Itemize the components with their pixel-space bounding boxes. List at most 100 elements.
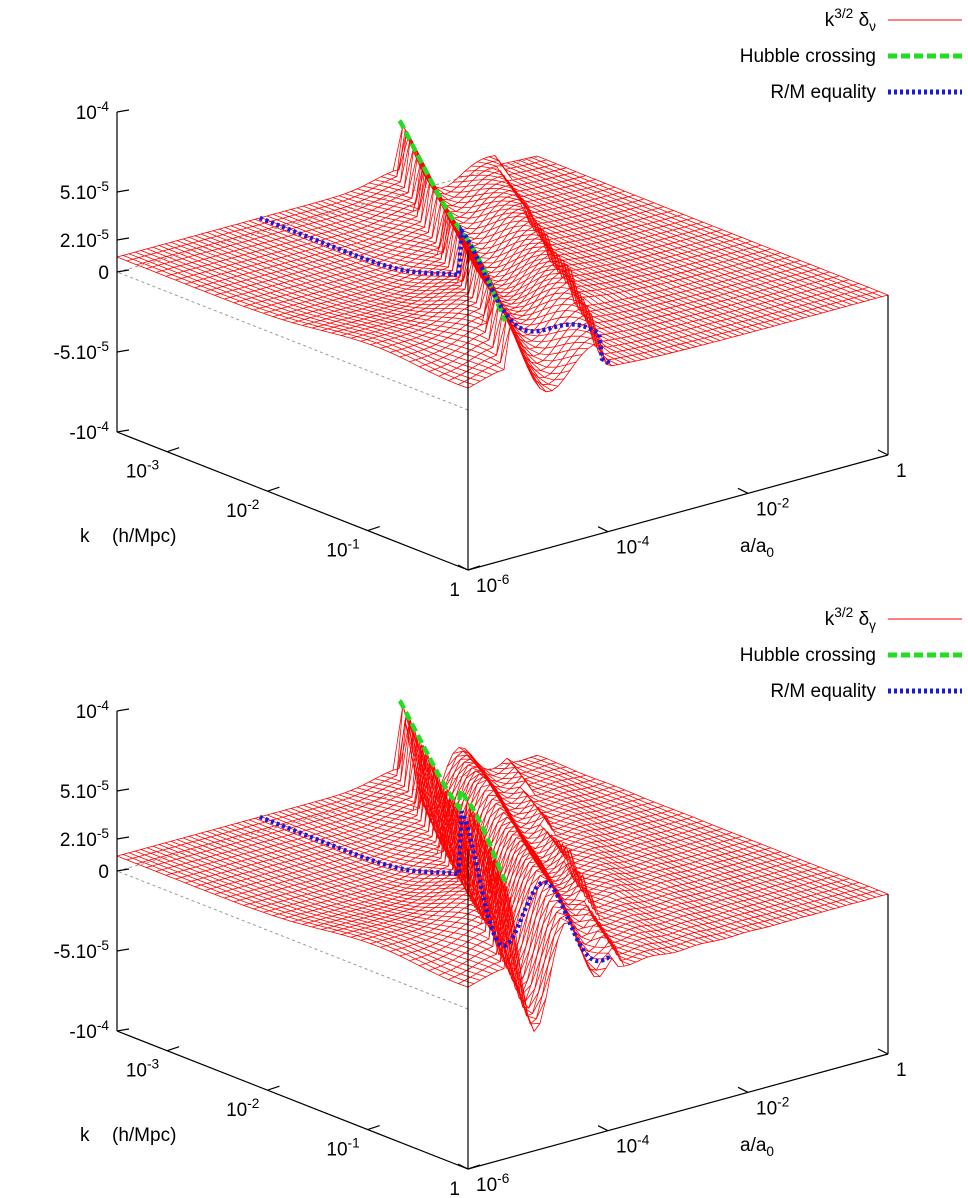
mesh-line-a	[518, 159, 871, 301]
mesh-line-k	[458, 886, 879, 1025]
mesh-line-a	[164, 243, 517, 356]
mesh-line-k	[116, 720, 538, 857]
z-tick	[116, 109, 130, 113]
mesh-line-a	[290, 208, 643, 361]
legend-label: R/M equality	[770, 681, 876, 702]
mesh-line-a	[152, 246, 505, 371]
mesh-line-a	[452, 750, 805, 918]
k-axis-line	[116, 1030, 469, 1170]
mesh-line-a	[236, 805, 589, 976]
mesh-line-a	[170, 840, 523, 982]
mesh-line-a	[320, 190, 673, 354]
a-axis-label: a/a0	[740, 1135, 774, 1159]
mesh-line-a	[158, 844, 511, 963]
k-tick	[367, 1125, 380, 1131]
mesh-line-a	[176, 839, 529, 1017]
axes-front	[116, 112, 889, 571]
mesh-line-a	[416, 159, 769, 329]
mesh-line-a	[518, 760, 871, 900]
mesh-line-a	[506, 758, 859, 903]
mesh-line-k	[448, 286, 869, 381]
z-tick	[116, 788, 130, 792]
mesh-line-a	[476, 161, 829, 312]
k-tick-label: 10-3	[126, 458, 159, 483]
mesh-line-a	[116, 855, 469, 988]
mesh-line-a	[482, 767, 835, 910]
k-unit-label: (h/Mpc)	[112, 526, 176, 547]
mesh-line-k	[155, 727, 577, 872]
mesh-line-a	[176, 240, 529, 369]
k-axis-label: k	[80, 526, 90, 547]
mesh-line-a	[386, 712, 739, 935]
a-tick	[597, 1125, 609, 1132]
k-axis-line	[116, 431, 469, 571]
k-tick	[267, 486, 280, 492]
mesh-line-a	[332, 758, 685, 950]
a-tick-label: 1	[896, 1060, 907, 1081]
k-tick-label: 1	[449, 580, 460, 601]
z-tick	[116, 836, 130, 840]
tick-labels: 10-4 5.10-5 2.10-5 0 -5.10-5 -10-4 10-6 10-4 10-…	[54, 99, 907, 601]
mesh-line-a	[218, 228, 571, 375]
mesh-line-a	[452, 179, 805, 319]
rm-equality-curve	[258, 215, 613, 368]
mesh-line-k	[224, 183, 645, 300]
a-tick	[457, 564, 469, 571]
a-tick	[597, 526, 609, 533]
mesh-line-a	[404, 720, 757, 931]
z-tick-label: 2.10-5	[60, 826, 110, 851]
mesh-line-a	[506, 162, 859, 304]
legend: k3/2 δγ Hubble crossing R/M equality	[740, 605, 962, 702]
a-tick-label: 10-6	[476, 1171, 509, 1196]
mesh-line-a	[440, 758, 793, 921]
hubble-crossing-curve	[397, 119, 508, 323]
a-axis-line	[467, 454, 889, 571]
mesh-line-a	[458, 174, 811, 317]
mesh-line-a	[206, 831, 559, 1009]
surface-chart-neutrino: 10-4 5.10-5 2.10-5 0 -5.10-5 -10-4 10-6 10-4 10-…	[54, 6, 962, 601]
panel-neutrino: 10-4 5.10-5 2.10-5 0 -5.10-5 -10-4 10-6 10-4 10-…	[54, 6, 962, 601]
mesh-line-a	[398, 725, 751, 932]
a-tick-label: 10-2	[756, 495, 789, 520]
z-tick-label: 0	[98, 862, 109, 883]
a-tick-label: 10-2	[756, 1094, 789, 1119]
k-tick	[166, 1046, 180, 1052]
a-tick-label: 10-6	[476, 572, 509, 597]
k-tick-label: 10-2	[226, 497, 259, 522]
z-tick-label: 5.10-5	[60, 179, 110, 204]
mesh-line-a	[254, 218, 607, 365]
mesh-line-a	[128, 852, 481, 981]
mesh-line-a	[476, 761, 829, 911]
mesh-line-a	[530, 157, 883, 297]
mesh-line-a	[242, 800, 595, 977]
mesh-line-a	[242, 222, 595, 349]
mesh-line-a	[134, 251, 487, 379]
panel-photon: 10-4 5.10-5 2.10-5 0 -5.10-5 -10-4 10-6 10-4 10-…	[0, 599, 968, 1198]
mesh-line-a	[128, 253, 481, 382]
mesh-line-a	[500, 762, 853, 905]
mesh-line-a	[332, 177, 685, 351]
mesh-line-a	[386, 131, 739, 337]
mesh-line-a	[404, 131, 757, 332]
mesh-line-a	[338, 170, 691, 349]
mesh-line-a	[446, 183, 799, 320]
mesh-line-a	[530, 756, 883, 896]
mesh-line-a	[290, 788, 643, 960]
mesh-line-a	[314, 782, 667, 955]
mesh-line-a	[434, 186, 787, 324]
k-tick	[467, 565, 481, 571]
surface-mesh	[116, 705, 889, 1033]
k-tick	[367, 526, 380, 532]
mesh-line-a	[218, 827, 571, 997]
k-unit-label: (h/Mpc)	[112, 1125, 176, 1146]
mesh-line-a	[512, 761, 865, 901]
mesh-line-a	[428, 181, 781, 325]
mesh-line-a	[488, 769, 841, 908]
legend-label: k3/2 δγ	[825, 605, 876, 633]
mesh-line-a	[140, 849, 493, 974]
z-tick	[116, 189, 130, 193]
z-tick	[116, 868, 130, 872]
z-tick-label: -5.10-5	[54, 339, 110, 364]
mesh-line-a	[458, 747, 811, 916]
mesh-line-a	[122, 255, 475, 386]
